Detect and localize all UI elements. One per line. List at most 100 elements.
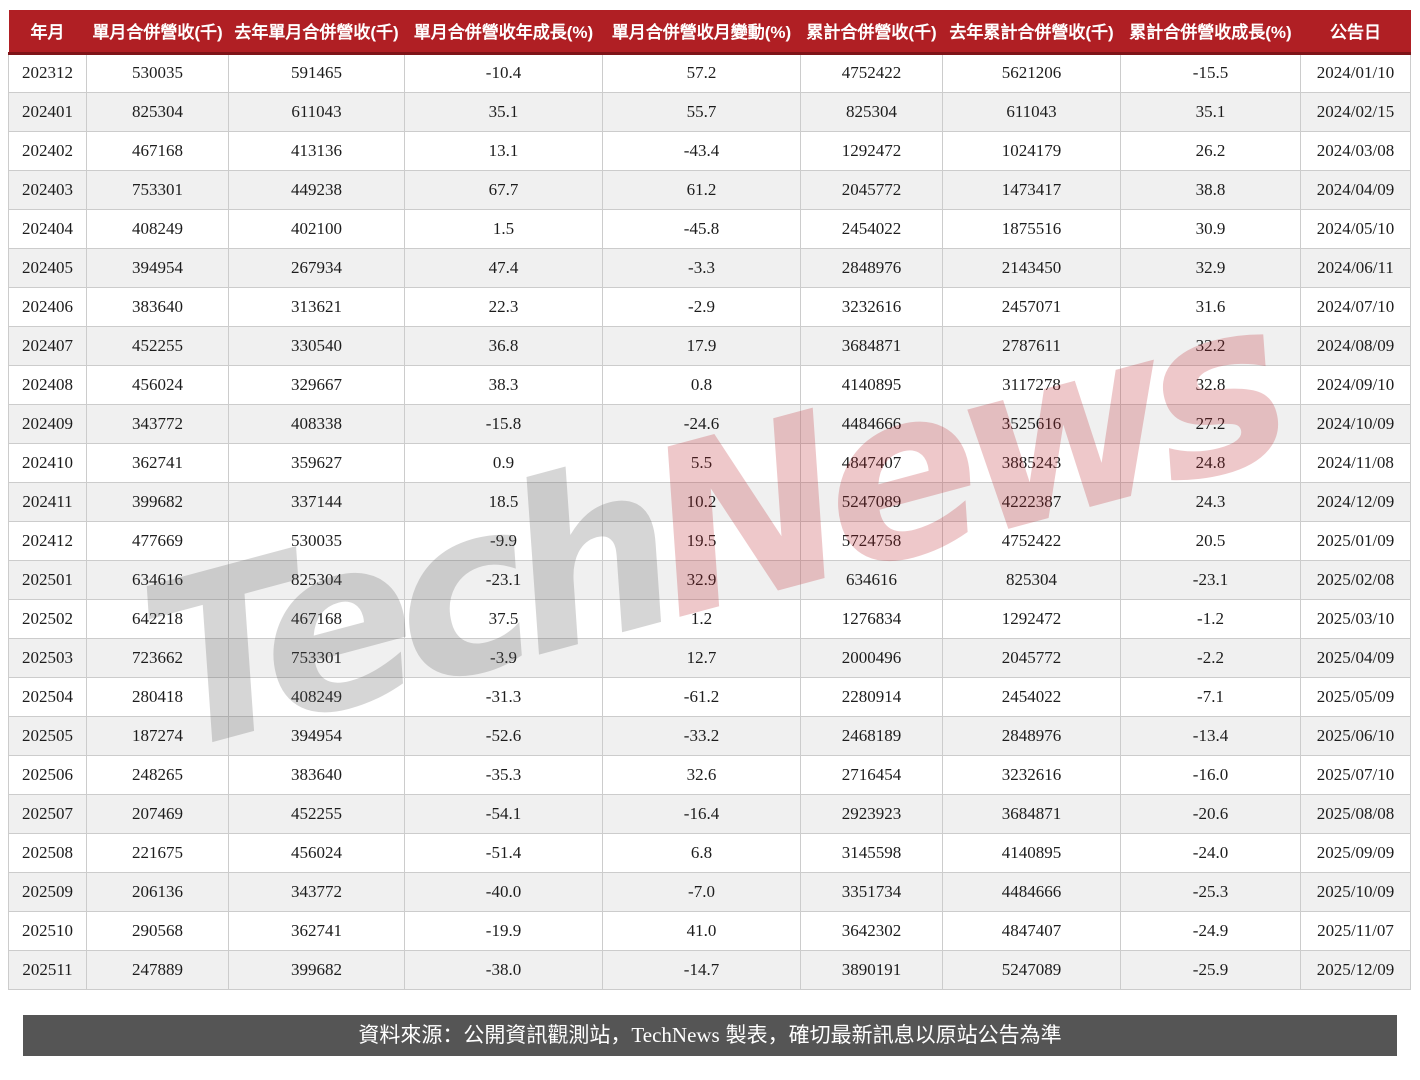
cell: -7.1: [1120, 676, 1301, 717]
table-row: 202312 530035 591465 -10.4 57.2 4752422 562120…: [8, 52, 1411, 93]
cell: 1473417: [942, 169, 1121, 210]
cell: -45.8: [602, 208, 801, 249]
cell: 2025/04/09: [1300, 637, 1411, 678]
cell: 456024: [86, 364, 229, 405]
cell: 3684871: [942, 793, 1121, 834]
cell: 634616: [800, 559, 943, 600]
cell: 202506: [8, 754, 87, 795]
cell: 202511: [8, 949, 87, 990]
cell: 723662: [86, 637, 229, 678]
cell: 10.2: [602, 481, 801, 522]
cell: 825304: [942, 559, 1121, 600]
cell: 2024/10/09: [1300, 403, 1411, 444]
table-row: 202502 642218 467168 37.5 1.2 1276834 1292472-…: [8, 598, 1411, 639]
footer-brand-name: TechNews: [631, 1023, 720, 1047]
cell: 329667: [228, 364, 405, 405]
cell: 1875516: [942, 208, 1121, 249]
cell: 2025/08/08: [1300, 793, 1411, 834]
cell: -51.4: [404, 832, 603, 873]
cell: 3232616: [800, 286, 943, 327]
cell: 202312: [8, 52, 87, 93]
cell: 3351734: [800, 871, 943, 912]
cell: 4752422: [942, 520, 1121, 561]
cell: -14.7: [602, 949, 801, 990]
cell: 2024/03/08: [1300, 130, 1411, 171]
cell: 449238: [228, 169, 405, 210]
cell: 3642302: [800, 910, 943, 951]
cell: 207469: [86, 793, 229, 834]
footer-source-prefix: 資料來源：公開資訊觀測站，: [358, 1024, 632, 1047]
cell: 202409: [8, 403, 87, 444]
cell: 280418: [86, 676, 229, 717]
cell: -35.3: [404, 754, 603, 795]
cell: 2848976: [800, 247, 943, 288]
cell: 202505: [8, 715, 87, 756]
cell: -24.6: [602, 403, 801, 444]
cell: 248265: [86, 754, 229, 795]
cell: 202408: [8, 364, 87, 405]
cell: 3117278: [942, 364, 1121, 405]
cell: 27.2: [1120, 403, 1301, 444]
cell: 206136: [86, 871, 229, 912]
cell: 202508: [8, 832, 87, 873]
cell: 202406: [8, 286, 87, 327]
cell: 202510: [8, 910, 87, 951]
cell: 37.5: [404, 598, 603, 639]
cell: 267934: [228, 247, 405, 288]
cell: -25.9: [1120, 949, 1301, 990]
cell: 408338: [228, 403, 405, 444]
cell: 642218: [86, 598, 229, 639]
cell: 2025/05/09: [1300, 676, 1411, 717]
cell: 247889: [86, 949, 229, 990]
cell: -20.6: [1120, 793, 1301, 834]
cell: 32.6: [602, 754, 801, 795]
cell: 1276834: [800, 598, 943, 639]
cell: 467168: [228, 598, 405, 639]
column-header: 去年累計合併營收(千): [942, 10, 1121, 55]
cell: -15.5: [1120, 52, 1301, 93]
cell: 41.0: [602, 910, 801, 951]
cell: 456024: [228, 832, 405, 873]
cell: 408249: [86, 208, 229, 249]
cell: -16.0: [1120, 754, 1301, 795]
cell: 3525616: [942, 403, 1121, 444]
footer-source-suffix: 製表，確切最新訊息以原站公告為準: [719, 1024, 1062, 1047]
column-header: 單月合併營收(千): [86, 10, 229, 55]
cell: 290568: [86, 910, 229, 951]
cell: 452255: [86, 325, 229, 366]
column-header: 去年單月合併營收(千): [228, 10, 405, 55]
cell: -24.9: [1120, 910, 1301, 951]
cell: -61.2: [602, 676, 801, 717]
cell: 4752422: [800, 52, 943, 93]
cell: 32.8: [1120, 364, 1301, 405]
cell: 0.9: [404, 442, 603, 483]
cell: 202411: [8, 481, 87, 522]
cell: -25.3: [1120, 871, 1301, 912]
cell: 1.2: [602, 598, 801, 639]
table-row: 202504 280418 408249 -31.3 -61.2 2280914 24540…: [8, 676, 1411, 717]
cell: 343772: [86, 403, 229, 444]
cell: 2025/07/10: [1300, 754, 1411, 795]
cell: -13.4: [1120, 715, 1301, 756]
cell: -9.9: [404, 520, 603, 561]
cell: -2.2: [1120, 637, 1301, 678]
cell: 394954: [86, 247, 229, 288]
table-row: 202510 290568 362741 -19.9 41.0 3642302 484740…: [8, 910, 1411, 951]
cell: 35.1: [1120, 91, 1301, 132]
cell: 2024/08/09: [1300, 325, 1411, 366]
table-row: 202408 456024 329667 38.3 0.8 4140895 3117278 3…: [8, 364, 1411, 405]
column-header: 年月: [8, 10, 87, 55]
cell: 2025/11/07: [1300, 910, 1411, 951]
cell: 202407: [8, 325, 87, 366]
cell: 202402: [8, 130, 87, 171]
cell: 202410: [8, 442, 87, 483]
cell: 2045772: [942, 637, 1121, 678]
cell: 452255: [228, 793, 405, 834]
table-row: 202508 221675 456024 -51.4 6.8 3145598 4140895…: [8, 832, 1411, 873]
cell: 5.5: [602, 442, 801, 483]
cell: 202504: [8, 676, 87, 717]
cell: 4847407: [800, 442, 943, 483]
cell: 5724758: [800, 520, 943, 561]
cell: -24.0: [1120, 832, 1301, 873]
cell: 5621206: [942, 52, 1121, 93]
